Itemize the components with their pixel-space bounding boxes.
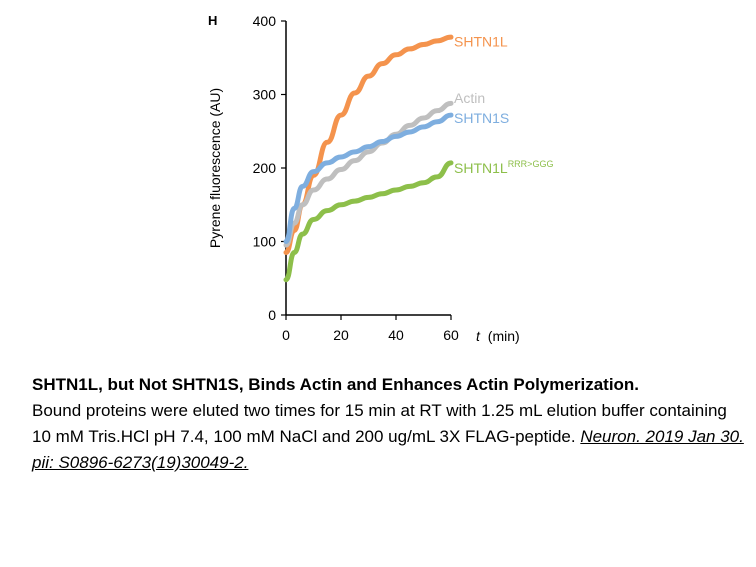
x-axis-ticks: 0 20 40 60 (282, 315, 459, 343)
y-tick-label: 0 (268, 307, 276, 323)
y-axis-label: Pyrene fluorescence (AU) (207, 88, 223, 248)
series-label-1: SHTN1L (454, 34, 508, 50)
x-axis-label: t (min) (476, 328, 520, 344)
x-tick-label: 20 (333, 327, 349, 343)
x-tick-label: 40 (388, 327, 404, 343)
figure-caption: SHTN1L, but Not SHTN1S, Binds Actin and … (32, 372, 748, 476)
y-axis-ticks: 0 100 200 300 400 (253, 13, 286, 323)
axes (285, 21, 451, 316)
caption-body: Bound proteins were eluted two times for… (32, 401, 727, 446)
series-label-superscript: RRR>GGG (508, 159, 554, 169)
series-labels: SHTN1L Actin SHTN1S SHTN1LRRR>GGG (454, 34, 553, 176)
x-tick-label: 0 (282, 327, 290, 343)
series-label-4: SHTN1LRRR>GGG (454, 159, 553, 176)
panel-label: H (208, 13, 217, 28)
series-label-2: Actin (454, 90, 485, 106)
y-tick-label: 400 (253, 13, 277, 29)
series-line-4 (283, 160, 454, 283)
y-tick-label: 200 (253, 160, 277, 176)
x-tick-label: 60 (443, 327, 459, 343)
y-tick-label: 100 (253, 234, 277, 250)
caption-title: SHTN1L, but Not SHTN1S, Binds Actin and … (32, 375, 640, 394)
caption-reference-link[interactable]: Neuron. 2019 Jan 30. pii: S0896-6273(19)… (32, 427, 744, 472)
x-axis-label-unit: (min) (488, 328, 520, 344)
series-label-3: SHTN1S (454, 110, 509, 126)
y-tick-label: 300 (253, 87, 277, 103)
series-lines (283, 34, 454, 283)
series-line-2 (283, 100, 454, 248)
x-axis-label-variable: t (476, 328, 481, 344)
series-line-3 (283, 112, 454, 244)
